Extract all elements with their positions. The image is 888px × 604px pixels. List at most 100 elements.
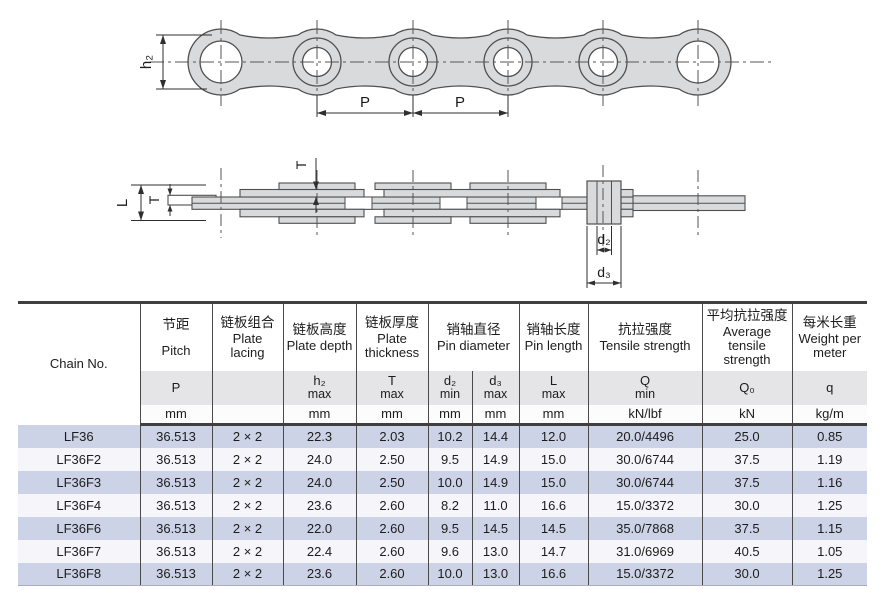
col-header-plate-lacing: 链板组合 Plate lacing <box>211 302 284 371</box>
unit-plate-thickness: mm <box>355 404 429 426</box>
col-header-chain-no-label: Chain No. <box>49 356 108 372</box>
pitch-dimension <box>316 95 509 117</box>
col-header-plate-depth: 链板高度 Plate depth <box>282 302 357 371</box>
value-cell: 2 × 2 <box>211 562 284 586</box>
value-cell: 36.513 <box>139 493 213 517</box>
value-cell: 37.5 <box>701 516 793 540</box>
spec-table-body: LF36 36.513 2 × 2 22.3 2.03 10.2 14.4 12.0 20.0/… <box>18 424 868 586</box>
pin-block <box>586 180 622 225</box>
value-cell: 20.0/4496 <box>587 424 703 448</box>
spec-table: Chain No. 节距 Pitch 链板组合 Plate lacing 链板高… <box>18 301 868 586</box>
chain-no-cell: LF36F3 <box>18 470 141 494</box>
symbol-plate-thickness: T max <box>355 370 429 405</box>
chain-no-cell: LF36F4 <box>18 493 141 517</box>
pin-block-tabs <box>620 188 634 218</box>
chain-no-cell: LF36F8 <box>18 562 141 586</box>
value-cell: 2 × 2 <box>211 493 284 517</box>
value-cell: 10.0 <box>427 562 473 586</box>
table-row: LF36F3 36.513 2 × 2 24.0 2.50 10.0 14.9 15.0 30.… <box>18 470 868 494</box>
value-cell: 14.7 <box>518 539 589 563</box>
value-cell: 2.60 <box>355 562 429 586</box>
value-cell: 30.0 <box>701 493 793 517</box>
T-left-arrows <box>167 188 173 212</box>
value-cell: 25.0 <box>701 424 793 448</box>
value-cell: 36.513 <box>139 539 213 563</box>
value-cell: 0.85 <box>791 424 868 448</box>
unit-weight: kg/m <box>791 404 868 426</box>
symbol-d2: d₂ min <box>427 370 473 405</box>
chain-no-cell: LF36F2 <box>18 447 141 471</box>
value-cell: 35.0/7868 <box>587 516 703 540</box>
chain-side-view: L T T <box>114 158 746 288</box>
value-cell: 36.513 <box>139 516 213 540</box>
symbol-pitch: P <box>140 370 213 405</box>
value-cell: 14.5 <box>471 516 520 540</box>
col-header-pitch: 节距 Pitch <box>139 302 213 371</box>
value-cell: 16.6 <box>518 493 589 517</box>
value-cell: 10.0 <box>427 470 473 494</box>
value-cell: 36.513 <box>139 562 213 586</box>
symbol-plate-lacing <box>211 370 284 405</box>
unit-d2: mm <box>427 404 473 426</box>
value-cell: 15.0 <box>518 470 589 494</box>
col-header-plate-thickness: 链板厚度 Plate thickness <box>355 302 429 371</box>
unit-tensile-strength: kN/lbf <box>587 404 703 426</box>
value-cell: 8.2 <box>427 493 473 517</box>
value-cell: 36.513 <box>139 424 213 448</box>
table-row: LF36F7 36.513 2 × 2 22.4 2.60 9.6 13.0 14.7 31.0… <box>18 539 868 563</box>
pitch-dimension-arrows <box>317 110 508 116</box>
col-header-tensile-strength: 抗拉强度 Tensile strength <box>587 302 703 371</box>
value-cell: 9.5 <box>427 447 473 471</box>
col-header-chain-no: Chain No. <box>18 302 141 425</box>
chain-no-cell: LF36F7 <box>18 539 141 563</box>
value-cell: 2 × 2 <box>211 424 284 448</box>
value-cell: 37.5 <box>701 447 793 471</box>
value-cell: 1.15 <box>791 516 868 540</box>
dim-label-p-right: P <box>455 94 465 111</box>
value-cell: 40.5 <box>701 539 793 563</box>
col-header-average-tensile-strength: 平均抗拉强度 Average tensile strength <box>701 302 793 371</box>
value-cell: 24.0 <box>282 470 357 494</box>
value-cell: 14.9 <box>471 470 520 494</box>
col-header-pin-diameter: 销轴直径 Pin diameter <box>427 302 520 371</box>
value-cell: 22.4 <box>282 539 357 563</box>
link-gaps <box>344 196 563 210</box>
value-cell: 2.03 <box>355 424 429 448</box>
chain-top-view: h₂ P P <box>138 20 772 117</box>
chain-technical-drawing: h₂ P P <box>114 20 772 288</box>
dim-label-T-left: T <box>146 195 162 204</box>
symbol-tensile-strength: Q min <box>587 370 703 405</box>
value-cell: 15.0/3372 <box>587 493 703 517</box>
dim-label-L: L <box>114 199 131 207</box>
unit-average-tensile-strength: kN <box>701 404 793 426</box>
L-dimension-arrows <box>138 185 144 221</box>
table-row: LF36F4 36.513 2 × 2 23.6 2.60 8.2 11.0 16.6 15.0… <box>18 493 868 517</box>
centerlines <box>150 20 772 106</box>
value-cell: 14.9 <box>471 447 520 471</box>
value-cell: 2 × 2 <box>211 447 284 471</box>
value-cell: 9.6 <box>427 539 473 563</box>
table-row: LF36F8 36.513 2 × 2 23.6 2.60 10.0 13.0 16.6 15.… <box>18 562 868 586</box>
value-cell: 30.0 <box>701 562 793 586</box>
unit-plate-lacing <box>211 404 284 426</box>
symbol-average-tensile-strength: Q₀ <box>701 370 793 405</box>
value-cell: 30.0/6744 <box>587 470 703 494</box>
value-cell: 30.0/6744 <box>587 447 703 471</box>
value-cell: 13.0 <box>471 562 520 586</box>
value-cell: 2.60 <box>355 516 429 540</box>
value-cell: 2.60 <box>355 539 429 563</box>
value-cell: 22.3 <box>282 424 357 448</box>
symbol-pin-length: L max <box>518 370 589 405</box>
value-cell: 2.50 <box>355 470 429 494</box>
d3-arrows <box>587 280 621 286</box>
value-cell: 2.50 <box>355 447 429 471</box>
dim-label-h2: h₂ <box>138 55 155 69</box>
unit-plate-depth: mm <box>282 404 357 426</box>
unit-pitch: mm <box>140 404 213 426</box>
dim-label-d2: d₂ <box>597 231 610 247</box>
table-row: LF36F2 36.513 2 × 2 24.0 2.50 9.5 14.9 15.0 30.0… <box>18 447 868 471</box>
dim-label-p-left: P <box>360 94 370 111</box>
value-cell: 2 × 2 <box>211 516 284 540</box>
value-cell: 36.513 <box>139 470 213 494</box>
